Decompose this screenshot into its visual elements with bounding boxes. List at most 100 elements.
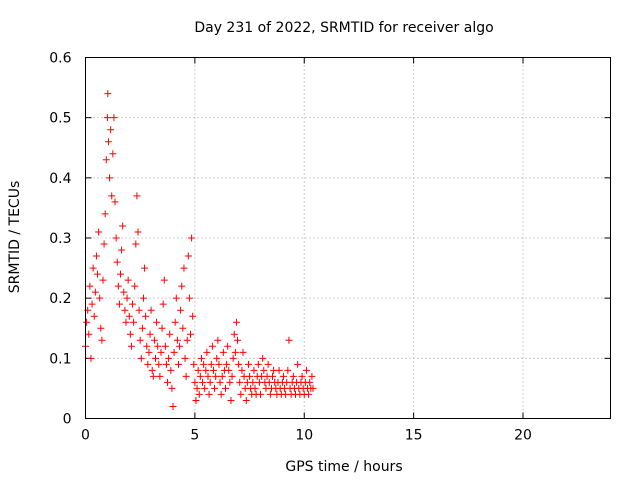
x-tick-label: 15 — [405, 428, 423, 444]
data-point — [142, 312, 150, 320]
data-point — [150, 336, 158, 344]
data-point — [126, 330, 134, 338]
x-tick-label: 5 — [190, 428, 199, 444]
data-point — [161, 342, 169, 350]
data-point — [139, 294, 147, 302]
data-point — [155, 360, 163, 368]
data-point — [146, 330, 154, 338]
data-point — [123, 294, 131, 302]
data-point — [111, 198, 119, 206]
data-point — [234, 336, 242, 344]
data-point — [89, 264, 97, 272]
data-point — [285, 336, 293, 344]
data-point — [164, 378, 172, 386]
data-point — [112, 234, 120, 242]
data-point — [176, 342, 184, 350]
data-point — [236, 378, 244, 386]
data-point — [144, 360, 152, 368]
data-point — [219, 348, 227, 356]
data-point — [173, 336, 181, 344]
tick-labels: 0 5 10 15 20 0 0.1 0.2 0.3 0.4 0.5 0.6 — [49, 51, 532, 444]
data-point — [298, 372, 306, 380]
data-point — [122, 318, 130, 326]
data-point — [197, 354, 205, 362]
data-point — [189, 312, 197, 320]
data-point — [196, 372, 204, 380]
data-point — [177, 306, 185, 314]
data-point — [254, 360, 262, 368]
data-point — [156, 372, 164, 380]
data-point — [269, 372, 277, 380]
data-point — [217, 390, 225, 398]
data-point — [168, 384, 176, 392]
data-point — [154, 342, 162, 350]
plot-frame — [85, 57, 611, 419]
data-point — [129, 300, 137, 308]
data-point — [302, 366, 310, 374]
data-point — [149, 372, 157, 380]
data-point — [229, 354, 237, 362]
data-point — [308, 372, 316, 380]
data-point — [94, 270, 102, 278]
data-point — [109, 150, 117, 158]
data-point — [235, 360, 243, 368]
data-point — [147, 306, 155, 314]
data-point — [182, 372, 190, 380]
y-tick-label: 0.5 — [49, 111, 71, 127]
data-point — [180, 264, 188, 272]
data-point — [218, 372, 226, 380]
data-point — [191, 378, 199, 386]
data-point — [222, 384, 229, 392]
data-point — [101, 210, 109, 218]
data-point — [83, 318, 91, 326]
data-point — [239, 348, 247, 356]
data-point — [159, 300, 167, 308]
data-point — [99, 276, 107, 284]
data-point — [227, 396, 235, 404]
data-point — [158, 324, 166, 332]
data-point — [279, 372, 287, 380]
data-point — [110, 114, 118, 122]
data-point — [171, 318, 179, 326]
data-point — [190, 360, 198, 368]
data-point — [172, 294, 180, 302]
data-point — [187, 330, 194, 338]
data-point — [178, 282, 186, 290]
data-points — [82, 90, 317, 410]
data-point — [306, 378, 314, 386]
data-point — [152, 354, 159, 362]
data-point — [102, 156, 110, 164]
data-point — [183, 336, 191, 344]
data-point — [242, 396, 250, 404]
data-point — [188, 234, 196, 242]
data-point — [141, 264, 149, 272]
data-point — [193, 384, 201, 392]
data-point — [237, 390, 245, 398]
data-point — [232, 318, 240, 326]
data-point — [121, 306, 129, 314]
data-point — [100, 240, 108, 248]
data-point — [130, 318, 138, 326]
y-tick-label: 0.3 — [49, 231, 71, 247]
data-point — [135, 306, 143, 314]
data-point — [211, 384, 219, 392]
data-point — [114, 282, 122, 290]
data-point — [213, 354, 221, 362]
data-point — [305, 390, 313, 398]
data-point — [249, 378, 257, 386]
data-point — [230, 330, 238, 338]
data-point — [160, 276, 168, 284]
data-point — [125, 312, 133, 320]
data-point — [143, 342, 151, 350]
data-point — [194, 366, 202, 374]
data-point — [119, 222, 127, 230]
data-point — [118, 246, 126, 254]
data-point — [137, 354, 145, 362]
data-point — [90, 312, 98, 320]
y-axis-label: SRMTID / TECUs — [7, 181, 23, 294]
data-point — [231, 348, 239, 356]
data-point — [204, 372, 212, 380]
data-point — [87, 354, 95, 362]
data-point — [157, 348, 165, 356]
data-point — [145, 348, 153, 356]
